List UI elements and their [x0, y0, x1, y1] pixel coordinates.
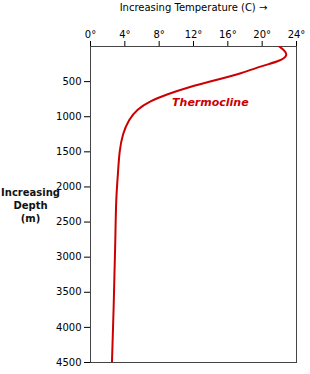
- svg-text:1500: 1500: [56, 146, 81, 157]
- svg-text:24°: 24°: [288, 29, 306, 40]
- svg-text:3500: 3500: [56, 286, 81, 297]
- svg-text:3000: 3000: [56, 251, 81, 262]
- svg-text:500: 500: [62, 76, 81, 87]
- svg-text:1000: 1000: [56, 111, 81, 122]
- svg-text:8°: 8°: [153, 29, 164, 40]
- svg-text:20°: 20°: [253, 29, 271, 40]
- svg-text:2000: 2000: [56, 181, 82, 193]
- svg-text:Thermocline: Thermocline: [172, 96, 249, 109]
- svg-text:Increasing Temperature (C) →: Increasing Temperature (C) →: [120, 2, 268, 13]
- svg-text:16°: 16°: [219, 29, 237, 40]
- svg-text:4000: 4000: [56, 322, 81, 333]
- svg-text:2500: 2500: [56, 216, 81, 227]
- svg-text:0°: 0°: [85, 29, 96, 40]
- svg-text:12°: 12°: [185, 29, 203, 40]
- svg-text:4500: 4500: [56, 357, 81, 368]
- svg-text:IncreasingDepth(m): IncreasingDepth(m): [1, 187, 60, 224]
- svg-text:4°: 4°: [119, 29, 130, 40]
